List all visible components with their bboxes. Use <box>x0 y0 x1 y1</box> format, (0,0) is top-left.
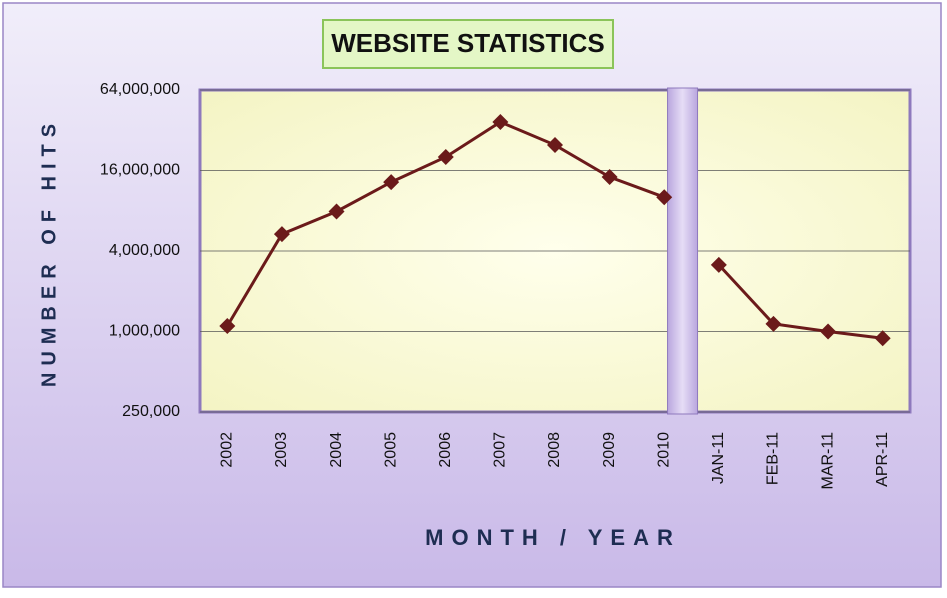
marker <box>765 315 782 332</box>
marker <box>601 169 618 186</box>
marker <box>273 226 290 243</box>
x-tick-label: 2004 <box>328 432 345 468</box>
y-tick-label: 4,000,000 <box>109 242 180 259</box>
marker <box>437 148 454 165</box>
y-tick-label: 250,000 <box>122 403 180 420</box>
y-tick-label: 16,000,000 <box>100 162 180 179</box>
x-axis-title: MONTH / YEAR <box>425 525 681 550</box>
marker <box>492 113 509 130</box>
x-tick-label: JAN-11 <box>710 432 727 484</box>
marker <box>547 137 563 154</box>
line <box>717 263 883 340</box>
x-tick-label: 2003 <box>273 432 290 468</box>
panel-break <box>667 87 699 415</box>
x-tick-label: MAR-11 <box>819 432 836 490</box>
marker <box>874 330 891 347</box>
chart-title: WEBSITE STATISTICS <box>331 28 604 58</box>
y-axis-title: NUMBER OF HITS <box>38 117 60 387</box>
y-tick-label: 1,000,000 <box>109 323 180 340</box>
title-box <box>322 19 614 69</box>
x-tick-label: 2009 <box>601 432 618 468</box>
x-tick-label: 2005 <box>382 432 399 468</box>
marker <box>383 174 400 191</box>
marker <box>820 323 837 340</box>
marker <box>219 317 236 334</box>
x-tick-label: 2002 <box>219 432 236 468</box>
y-tick-label: 64,000,000 <box>100 81 180 98</box>
x-tick-label: 2010 <box>655 432 672 468</box>
marker <box>328 203 345 220</box>
x-tick-label: 2007 <box>492 432 509 468</box>
x-tick-label: 2006 <box>437 432 454 468</box>
x-tick-label: 2008 <box>546 432 563 468</box>
x-tick-label: APR-11 <box>874 432 891 487</box>
marker <box>710 256 727 273</box>
x-tick-label: FEB-11 <box>765 432 782 485</box>
marker <box>656 189 673 206</box>
